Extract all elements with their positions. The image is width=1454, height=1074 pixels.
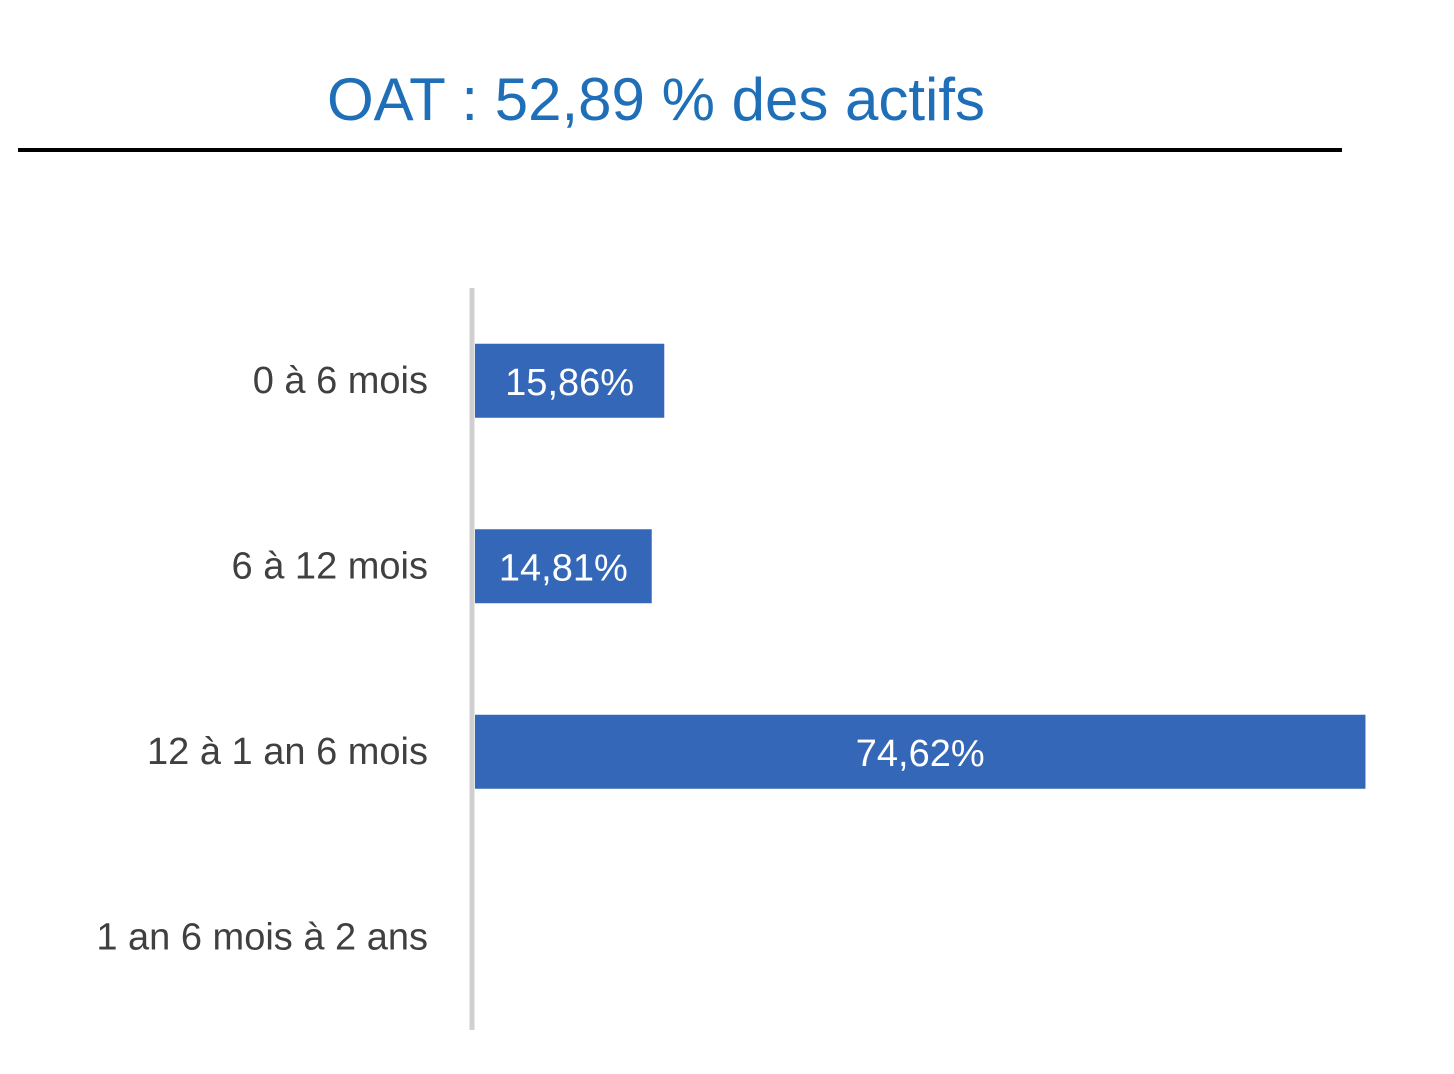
chart-title: OAT : 52,89 % des actifs bbox=[326, 66, 986, 133]
bars-layer bbox=[475, 343, 1366, 789]
title-underline bbox=[18, 148, 1342, 152]
labels-layer: 0 à 6 mois 15,86% 6 à 12 mois 14,81% 12 à 1 … bbox=[96, 360, 984, 959]
data-label: 14,81% bbox=[499, 547, 628, 589]
data-label: 15,86% bbox=[505, 362, 634, 404]
category-label: 12 à 1 an 6 mois bbox=[147, 731, 428, 773]
category-label: 6 à 12 mois bbox=[232, 545, 428, 587]
bar bbox=[475, 343, 665, 418]
data-label: 74,62% bbox=[856, 733, 985, 775]
bar bbox=[475, 714, 1366, 789]
category-label: 1 an 6 mois à 2 ans bbox=[96, 916, 428, 958]
bar bbox=[475, 529, 652, 604]
category-label: 0 à 6 mois bbox=[253, 360, 428, 402]
